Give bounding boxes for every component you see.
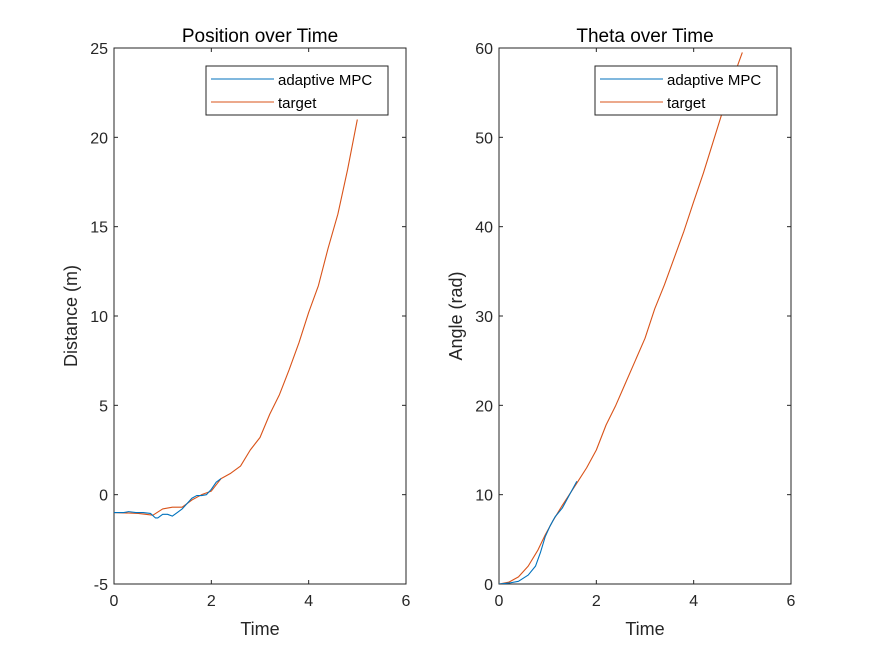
plot-area bbox=[498, 47, 792, 585]
legend-entry: target bbox=[278, 95, 317, 112]
series-line-adaptive-mpc bbox=[114, 478, 222, 519]
x-tick-label: 0 bbox=[110, 593, 119, 610]
y-tick-label: 25 bbox=[90, 41, 108, 58]
x-axis-label: Time bbox=[240, 619, 279, 639]
y-tick-label: 5 bbox=[99, 398, 108, 415]
y-tick-label: 10 bbox=[90, 309, 108, 326]
x-tick-label: 4 bbox=[304, 593, 313, 610]
legend: adaptive MPC target bbox=[594, 65, 778, 116]
y-tick-label: 0 bbox=[99, 488, 108, 505]
series-line-target bbox=[499, 52, 743, 584]
legend-box bbox=[205, 65, 389, 116]
x-tick-label: 2 bbox=[207, 593, 216, 610]
y-tick-label: 30 bbox=[475, 309, 493, 326]
y-tick-label: -5 bbox=[94, 577, 108, 594]
y-tick-label: 20 bbox=[90, 130, 108, 147]
x-axis-label: Time bbox=[625, 619, 664, 639]
x-tick-label: 4 bbox=[689, 593, 698, 610]
legend-box bbox=[594, 65, 778, 116]
legend-entry: adaptive MPC bbox=[278, 72, 372, 89]
y-tick-label: 15 bbox=[90, 220, 108, 237]
chart-title: Position over Time bbox=[182, 26, 338, 47]
plot-area bbox=[113, 47, 407, 585]
y-tick-label: 60 bbox=[475, 41, 493, 58]
legend: adaptive MPC target bbox=[205, 65, 389, 116]
chart-title: Theta over Time bbox=[576, 26, 713, 47]
y-axis-label: Angle (rad) bbox=[446, 271, 466, 360]
x-tick-label: 6 bbox=[787, 593, 796, 610]
y-tick-label: 0 bbox=[484, 577, 493, 594]
legend-entry: adaptive MPC bbox=[667, 72, 761, 89]
legend-entry: target bbox=[667, 95, 706, 112]
series-line-target bbox=[114, 119, 358, 516]
x-tick-label: 0 bbox=[495, 593, 504, 610]
y-tick-label: 50 bbox=[475, 130, 493, 147]
x-tick-label: 2 bbox=[592, 593, 601, 610]
y-tick-label: 40 bbox=[475, 220, 493, 237]
series-line-adaptive-mpc bbox=[499, 481, 578, 584]
x-tick-label: 6 bbox=[402, 593, 411, 610]
y-tick-label: 20 bbox=[475, 398, 493, 415]
y-axis-label: Distance (m) bbox=[61, 265, 81, 367]
y-tick-label: 10 bbox=[475, 488, 493, 505]
